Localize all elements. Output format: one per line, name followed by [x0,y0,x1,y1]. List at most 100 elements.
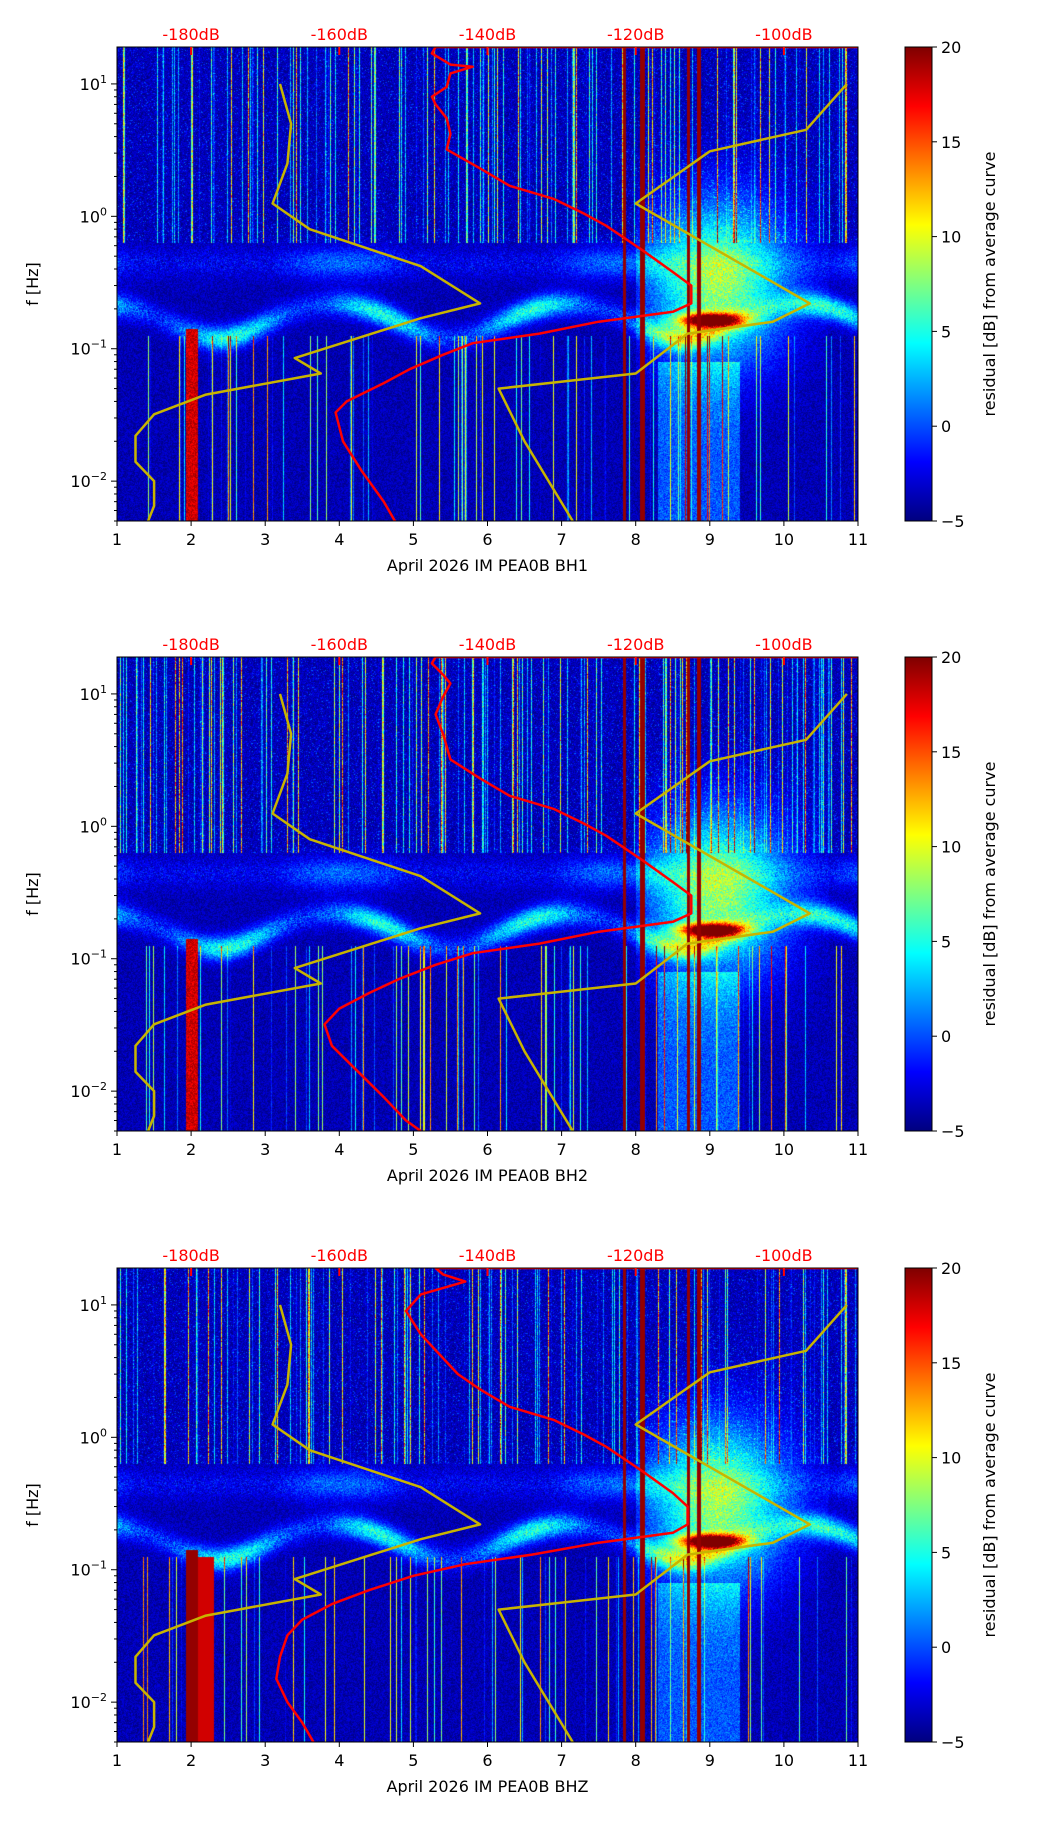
spectrogram-heatmap [117,657,858,1131]
colorbar-frame [904,46,933,522]
high-noise-model-line [497,693,848,1131]
colorbar [905,1268,932,1742]
y-tick-label: 101 [80,73,107,94]
top-db-tick-label: -160dB [311,635,368,654]
x-tick-label: 1 [112,530,122,549]
top-db-tick-label: -160dB [311,1246,368,1265]
colorbar-tick-label: 15 [941,133,961,152]
x-tick-label: 7 [557,1751,567,1770]
x-tick-label: 6 [482,1751,492,1770]
y-tick-label: 10−1 [70,948,107,969]
x-tick-label: 9 [705,1751,715,1770]
colorbar-tick-label: 20 [941,1259,961,1278]
x-tick-label: 6 [482,530,492,549]
y-tick-label: 10−1 [70,1559,107,1580]
panel-bh1: 1 2 3 4 5 6 7 8 9 10 11 -180dB -160dB -140dB -120dB -10… [0,0,1052,610]
colorbar-tick-label: 5 [941,1543,951,1562]
y-tick-label: 100 [80,815,107,836]
x-axis-label: April 2026 IM PEA0B BH1 [387,556,588,575]
colorbar-frame [904,1267,933,1743]
colorbar-tick-label: 5 [941,932,951,951]
colorbar-tick-label: −5 [941,1122,965,1141]
spectrogram-heatmap [117,47,858,521]
y-tick-label: 100 [80,205,107,226]
top-db-tick-label: -140dB [459,25,516,44]
top-db-tick-label: -120dB [607,25,664,44]
colorbar-tick-label: 0 [941,417,951,436]
low-noise-model-line [134,1304,482,1742]
x-tick-label: 5 [408,1751,418,1770]
top-db-tick-label: -100dB [755,635,812,654]
colorbar-tick-label: 0 [941,1638,951,1657]
top-db-tick-label: -120dB [607,635,664,654]
x-tick-label: 2 [186,1140,196,1159]
low-noise-model-line [134,83,482,521]
x-tick-label: 10 [774,1751,794,1770]
x-tick-label: 7 [557,1140,567,1159]
x-axis-label: April 2026 IM PEA0B BH2 [387,1166,588,1185]
colorbar-tick-label: 15 [941,743,961,762]
high-noise-model-line [497,1304,848,1742]
axes-frame [116,656,859,1132]
y-tick-label: 10−1 [70,338,107,359]
y-tick-label: 101 [80,1294,107,1315]
x-tick-label: 8 [631,1751,641,1770]
low-noise-model-line [134,693,482,1131]
x-tick-label: 11 [848,1140,868,1159]
top-db-tick-label: -120dB [607,1246,664,1265]
x-tick-label: 9 [705,1140,715,1159]
chart-overlay: 1 2 3 4 5 6 7 8 9 10 11 -180dB -160dB -140dB -120dB -10… [23,635,999,1185]
colorbar-frame [904,656,933,1132]
x-tick-label: 2 [186,530,196,549]
x-tick-label: 4 [334,530,344,549]
x-tick-label: 10 [774,530,794,549]
x-tick-label: 3 [260,530,270,549]
axes-frame [116,46,859,522]
x-tick-label: 10 [774,1140,794,1159]
x-tick-label: 8 [631,530,641,549]
x-tick-label: 3 [260,1751,270,1770]
y-axis-label: f [Hz] [23,1483,42,1527]
high-noise-model-line [497,83,848,521]
x-tick-label: 6 [482,1140,492,1159]
top-db-tick-label: -180dB [162,25,219,44]
average-psd-line [323,657,858,1131]
colorbar-tick-label: 15 [941,1354,961,1373]
x-tick-label: 7 [557,530,567,549]
x-tick-label: 5 [408,530,418,549]
x-tick-label: 2 [186,1751,196,1770]
x-tick-label: 1 [112,1751,122,1770]
top-db-tick-label: -100dB [755,25,812,44]
colorbar-tick-label: 0 [941,1027,951,1046]
top-db-tick-label: -180dB [162,635,219,654]
x-tick-label: 9 [705,530,715,549]
average-psd-line [334,47,858,521]
colorbar-tick-label: 10 [941,838,961,857]
y-axis-label: f [Hz] [23,262,42,306]
colorbar-tick-label: −5 [941,1733,965,1752]
chart-overlay: 1 2 3 4 5 6 7 8 9 10 11 -180dB -160dB -140dB -120dB -10… [23,1246,999,1796]
colorbar-label: residual [dB] from average curve [980,762,999,1027]
x-tick-label: 4 [334,1140,344,1159]
x-tick-label: 3 [260,1140,270,1159]
colorbar-tick-label: 5 [941,322,951,341]
y-axis-label: f [Hz] [23,872,42,916]
colorbar-label: residual [dB] from average curve [980,1373,999,1638]
average-psd-line [275,1268,858,1742]
y-tick-label: 10−2 [70,1080,107,1101]
x-tick-label: 11 [848,530,868,549]
top-db-tick-label: -140dB [459,635,516,654]
colorbar-tick-label: 20 [941,648,961,667]
top-db-tick-label: -180dB [162,1246,219,1265]
x-tick-label: 4 [334,1751,344,1770]
colorbar-tick-label: −5 [941,512,965,531]
spectrogram-heatmap [117,1268,858,1742]
y-tick-label: 101 [80,683,107,704]
chart-overlay: 1 2 3 4 5 6 7 8 9 10 11 -180dB -160dB -140dB -120dB -10… [23,25,999,575]
x-tick-label: 11 [848,1751,868,1770]
x-tick-label: 8 [631,1140,641,1159]
x-axis-label: April 2026 IM PEA0B BHZ [387,1777,589,1796]
x-tick-label: 5 [408,1140,418,1159]
panel-bhz: 1 2 3 4 5 6 7 8 9 10 11 -180dB -160dB -140dB -120dB -10… [0,1221,1052,1831]
y-tick-label: 10−2 [70,470,107,491]
